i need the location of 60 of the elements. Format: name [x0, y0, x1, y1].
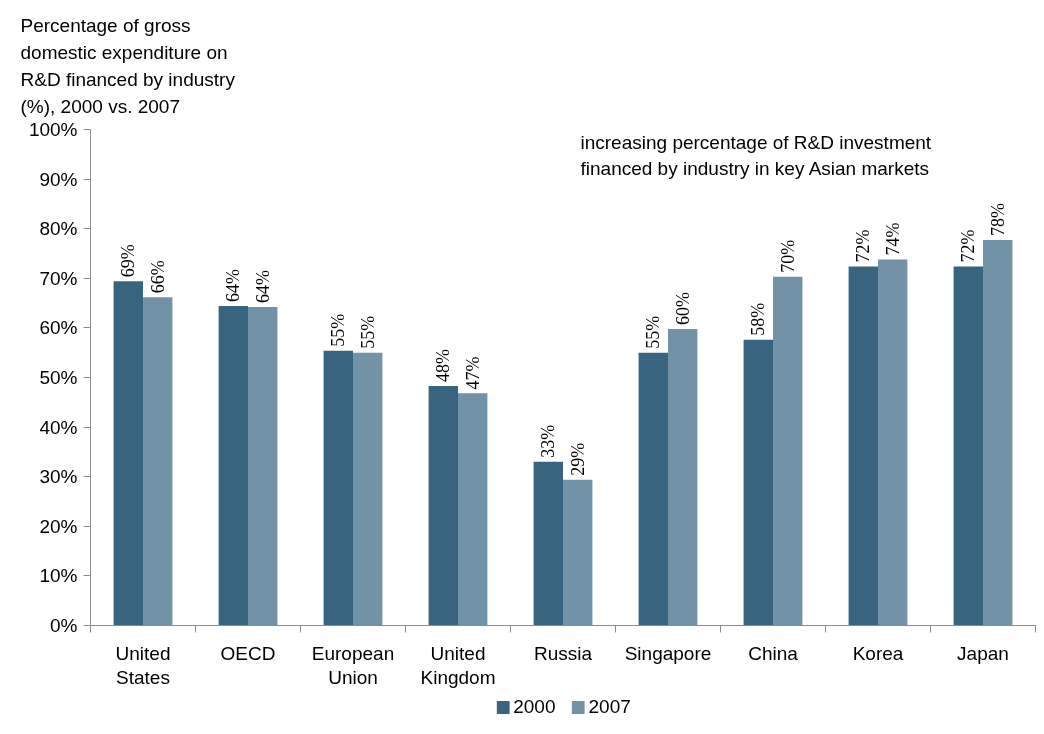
chart-title: Percentage of gross domestic expenditure on R&D financed by industry (%), 2000 vs. 2007	[20, 14, 236, 118]
y-tick-label: 50%	[39, 367, 78, 388]
bar	[428, 385, 458, 626]
y-tick-label: 10%	[39, 565, 78, 587]
data-label: 58%	[748, 302, 769, 336]
x-tick-label: Singapore	[624, 642, 712, 664]
legend-label: 2000	[513, 696, 556, 718]
bar	[353, 352, 383, 626]
bar	[458, 393, 488, 626]
data-label: 69%	[118, 244, 139, 278]
x-tick-label: China	[748, 642, 799, 664]
data-label: 78%	[987, 203, 1008, 237]
data-label: 70%	[777, 239, 798, 273]
x-tick-label: Japan	[957, 642, 1009, 664]
bar	[143, 297, 173, 626]
data-label: 29%	[567, 442, 588, 476]
bar	[638, 352, 668, 626]
data-label: 47%	[462, 356, 483, 390]
y-tick-label: 60%	[39, 317, 78, 339]
bar	[563, 479, 593, 626]
bar	[668, 328, 698, 626]
data-label: 64%	[223, 269, 244, 303]
bar	[848, 266, 878, 626]
y-tick-label: 90%	[39, 168, 78, 190]
data-label: 55%	[643, 315, 664, 349]
y-tick-label: 80%	[39, 218, 78, 240]
y-tick-label: 20%	[39, 515, 78, 537]
data-label: 60%	[672, 291, 693, 325]
bar	[983, 240, 1013, 626]
x-tick-label: United Kingdom	[420, 642, 496, 688]
data-label: 48%	[433, 348, 454, 382]
bar	[773, 276, 803, 626]
x-tick-label: United States	[115, 642, 171, 688]
x-tick-label: OECD	[220, 642, 276, 664]
data-label: 64%	[252, 270, 273, 304]
x-tick-label: European Union	[311, 642, 395, 688]
legend-label: 2007	[588, 696, 631, 718]
data-label: 55%	[357, 315, 378, 349]
y-tick-label: 0%	[50, 615, 78, 636]
bar	[323, 350, 353, 626]
annotation: increasing percentage of R&D investment financed by industry in key Asian markets	[580, 131, 932, 179]
bar	[533, 461, 563, 626]
bar	[743, 339, 773, 626]
bar	[878, 259, 908, 626]
y-tick-label: 30%	[39, 466, 78, 488]
x-tick-label: Korea	[852, 642, 904, 664]
data-label: 72%	[853, 229, 874, 263]
bar	[218, 306, 248, 626]
y-tick-label: 100%	[28, 119, 78, 140]
y-tick-label: 40%	[39, 416, 78, 438]
y-tick-label: 70%	[39, 267, 78, 289]
data-label: 72%	[958, 229, 979, 263]
x-tick-label: Russia	[533, 642, 593, 664]
bar	[953, 266, 983, 626]
bar	[113, 281, 143, 626]
data-label: 55%	[328, 313, 349, 347]
data-label: 74%	[882, 222, 903, 256]
bar	[248, 307, 278, 626]
data-label: 33%	[538, 424, 559, 458]
data-label: 66%	[147, 260, 168, 294]
